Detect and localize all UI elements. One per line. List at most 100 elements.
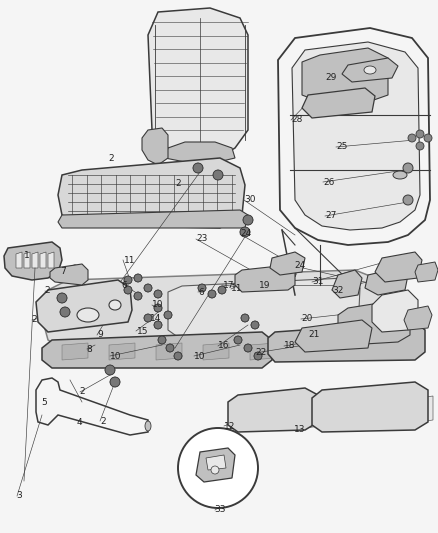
Polygon shape [148, 8, 248, 160]
Polygon shape [292, 42, 420, 230]
Circle shape [144, 314, 152, 322]
Circle shape [154, 290, 162, 298]
Polygon shape [36, 280, 132, 332]
Text: 22: 22 [255, 349, 266, 357]
Polygon shape [142, 128, 168, 165]
Circle shape [193, 163, 203, 173]
Text: 10: 10 [110, 352, 122, 360]
Polygon shape [24, 252, 30, 268]
Circle shape [154, 304, 162, 312]
Circle shape [416, 130, 424, 138]
Text: 2: 2 [32, 316, 37, 324]
Text: 24: 24 [294, 261, 306, 270]
Polygon shape [404, 306, 432, 330]
Polygon shape [196, 448, 235, 482]
Circle shape [174, 352, 182, 360]
Text: 1: 1 [24, 252, 30, 260]
Circle shape [408, 134, 416, 142]
Polygon shape [358, 396, 376, 422]
Polygon shape [375, 252, 422, 282]
Polygon shape [387, 396, 405, 422]
Circle shape [424, 134, 432, 142]
Circle shape [211, 466, 219, 474]
Circle shape [234, 336, 242, 344]
Polygon shape [250, 343, 276, 360]
Circle shape [218, 286, 226, 294]
Polygon shape [338, 300, 410, 345]
Circle shape [241, 314, 249, 322]
Circle shape [110, 377, 120, 387]
Text: 3: 3 [17, 491, 22, 500]
Polygon shape [4, 242, 62, 280]
Polygon shape [330, 396, 348, 422]
Polygon shape [415, 262, 438, 282]
Circle shape [251, 321, 259, 329]
Text: 8: 8 [87, 345, 92, 353]
Polygon shape [156, 343, 182, 360]
Polygon shape [228, 388, 318, 432]
Polygon shape [62, 343, 88, 360]
Polygon shape [32, 252, 38, 268]
Circle shape [166, 344, 174, 352]
Polygon shape [40, 252, 46, 268]
Text: 2: 2 [109, 155, 114, 163]
Text: 2: 2 [175, 180, 181, 188]
Text: 13: 13 [294, 425, 306, 433]
Polygon shape [206, 455, 226, 470]
Text: 30: 30 [244, 196, 256, 204]
Text: 28: 28 [291, 116, 303, 124]
Text: 21: 21 [309, 330, 320, 339]
Circle shape [198, 284, 206, 292]
Text: 27: 27 [325, 212, 336, 220]
Circle shape [240, 227, 250, 237]
Text: 4: 4 [77, 418, 82, 427]
Text: 23: 23 [196, 235, 208, 243]
Text: 20: 20 [301, 314, 313, 323]
Polygon shape [235, 265, 295, 292]
Text: 2: 2 [80, 387, 85, 396]
Polygon shape [332, 270, 362, 298]
Text: 24: 24 [240, 229, 251, 238]
Polygon shape [312, 382, 428, 432]
Polygon shape [295, 320, 372, 352]
Text: 12: 12 [224, 422, 236, 431]
Circle shape [374, 278, 382, 286]
Polygon shape [42, 270, 392, 352]
Text: 19: 19 [259, 281, 271, 289]
Circle shape [158, 336, 166, 344]
Circle shape [105, 365, 115, 375]
Text: 11: 11 [231, 285, 243, 293]
Ellipse shape [145, 421, 151, 431]
Text: 9: 9 [97, 330, 103, 339]
Ellipse shape [109, 300, 121, 310]
Text: 29: 29 [325, 73, 336, 82]
Ellipse shape [393, 171, 407, 179]
Polygon shape [48, 252, 54, 268]
Circle shape [254, 352, 262, 360]
Polygon shape [50, 264, 88, 285]
Polygon shape [58, 210, 248, 228]
Text: 15: 15 [137, 327, 148, 336]
Text: 17: 17 [223, 281, 234, 289]
Circle shape [403, 195, 413, 205]
Text: 31: 31 [312, 277, 323, 286]
Circle shape [60, 307, 70, 317]
Circle shape [416, 142, 424, 150]
Polygon shape [165, 142, 235, 162]
Circle shape [70, 265, 80, 275]
Circle shape [213, 170, 223, 180]
Circle shape [134, 274, 142, 282]
Polygon shape [270, 252, 305, 275]
Ellipse shape [364, 66, 376, 74]
Polygon shape [168, 278, 360, 340]
Text: 10: 10 [152, 301, 164, 309]
Circle shape [154, 321, 162, 329]
Circle shape [384, 284, 392, 292]
Circle shape [244, 276, 252, 284]
Text: 32: 32 [332, 286, 343, 295]
Polygon shape [109, 343, 135, 360]
Circle shape [208, 290, 216, 298]
Polygon shape [365, 268, 408, 295]
Polygon shape [415, 396, 433, 422]
Text: 14: 14 [150, 314, 161, 323]
